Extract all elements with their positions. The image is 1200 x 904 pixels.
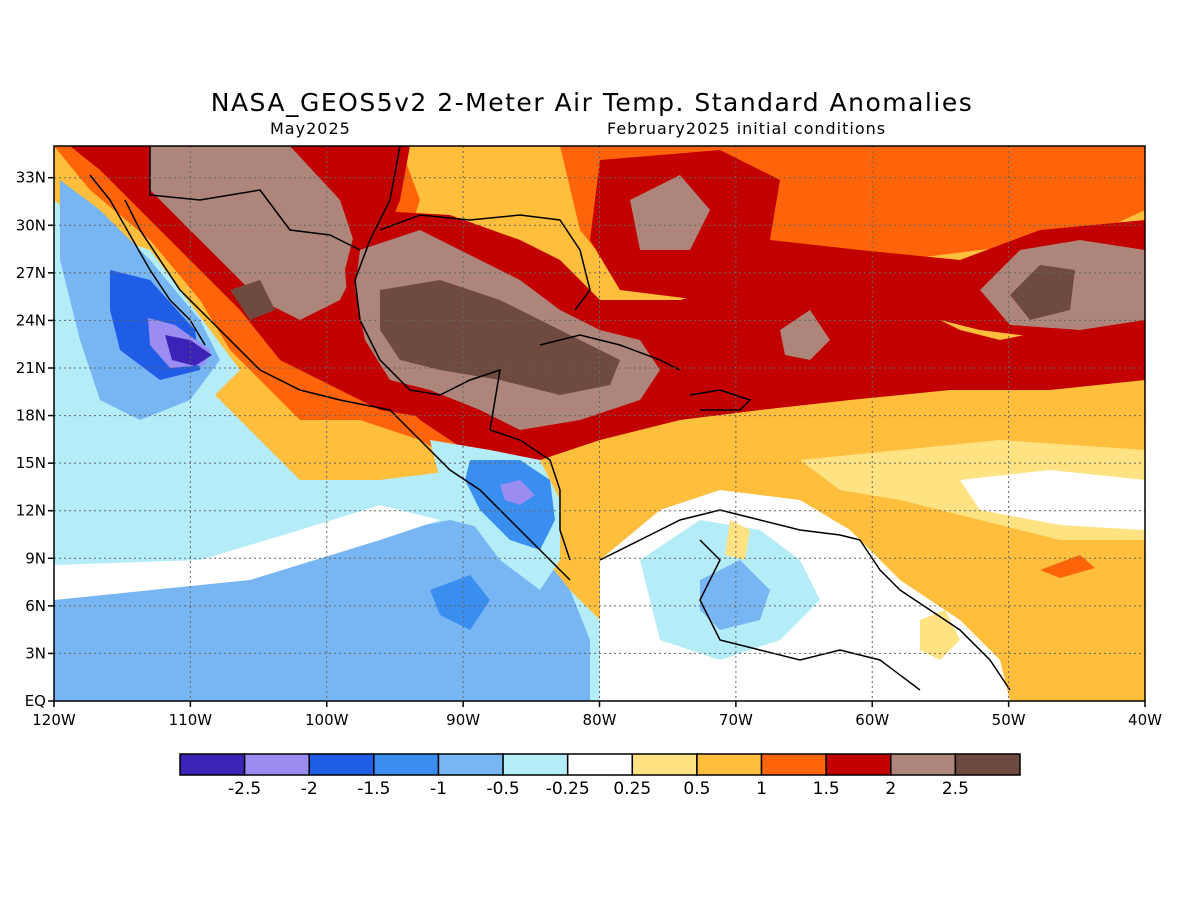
lon-tick-label: 90W xyxy=(446,711,480,729)
lat-tick-label: 18N xyxy=(16,407,46,425)
colorbar-label: 1 xyxy=(756,779,767,799)
lat-axis: EQ 3N 6N 9N 12N 15N 18N 21N 24N 27N 30N 33N xyxy=(16,169,54,710)
gridlines xyxy=(54,146,1145,701)
colorbar-label: 2 xyxy=(885,779,896,799)
field-purple-central-america xyxy=(500,480,535,505)
colorbar-swatch xyxy=(437,753,504,776)
coast-gulf xyxy=(354,146,501,431)
lat-tick-label: 15N xyxy=(16,454,46,472)
colorbar-swatch xyxy=(890,753,957,776)
colorbar-swatch xyxy=(760,753,827,776)
field-light-blue xyxy=(54,520,590,701)
field-white xyxy=(54,505,440,600)
field-dark-gulf xyxy=(380,280,620,395)
coast-central-america-caribbean xyxy=(489,429,571,561)
colorbar-label: -0.5 xyxy=(486,779,519,799)
colorbar-swatch xyxy=(373,753,440,776)
field-taupe-mexico xyxy=(150,146,360,320)
field-cold-baja-core xyxy=(165,335,212,366)
colorbar-swatch xyxy=(308,753,375,776)
colorbar-label: -1.5 xyxy=(357,779,390,799)
lat-tick-label: 21N xyxy=(16,359,46,377)
border-brazil xyxy=(759,649,921,691)
colorbar-label: -2.5 xyxy=(228,779,261,799)
coast-gulf-north xyxy=(379,214,591,311)
field-yellow-patch-1 xyxy=(725,520,750,560)
field-orange-spot xyxy=(1040,555,1095,578)
init-conditions: February2025 initial conditions xyxy=(607,119,886,138)
lat-tick-label: 27N xyxy=(16,264,46,282)
lon-tick-label: 50W xyxy=(992,711,1026,729)
colorbar-label: -0.25 xyxy=(546,779,590,799)
lon-axis: 120W 110W 100W 90W 80W 70W 60W 50W 40W xyxy=(32,701,1162,729)
lon-tick-label: 100W xyxy=(305,711,349,729)
colorbar-swatch xyxy=(179,753,246,776)
lon-tick-label: 40W xyxy=(1128,711,1162,729)
colorbar: -2.5 -2 -1.5 -1 -0.5 -0.25 0.25 0.5 1 1.5 2 2.5 xyxy=(179,753,1021,799)
border-colombia-venezuela xyxy=(699,539,761,651)
colorbar-swatch xyxy=(243,753,310,776)
coastlines xyxy=(89,146,1011,691)
colorbar-swatch xyxy=(696,753,763,776)
coast-hispaniola xyxy=(689,389,752,411)
field-dark-mexico xyxy=(230,280,275,320)
colorbar-swatch xyxy=(631,753,698,776)
field-blue-central-america xyxy=(465,460,555,550)
valid-month: May2025 xyxy=(270,119,351,138)
colorbar-label: -2 xyxy=(301,779,318,799)
lon-tick-label: 60W xyxy=(855,711,889,729)
chart-title: NASA_GEOS5v2 2-Meter Air Temp. Standard … xyxy=(211,88,973,117)
coast-baja-east xyxy=(124,199,201,311)
field-dark-atlantic xyxy=(1010,265,1075,320)
colorbar-label: 0.25 xyxy=(613,779,651,799)
colorbar-swatch xyxy=(566,753,634,776)
lat-tick-label: 30N xyxy=(16,216,46,234)
coast-mexico-pacific xyxy=(199,309,571,581)
field-blue-south-america xyxy=(700,560,770,630)
lat-tick-label: 9N xyxy=(25,549,46,567)
colorbar-label: 1.5 xyxy=(813,779,840,799)
lon-tick-label: 70W xyxy=(719,711,753,729)
lon-tick-label: 110W xyxy=(169,711,213,729)
field-taupe-atlantic-west xyxy=(630,175,710,250)
lat-tick-label: 3N xyxy=(25,644,46,662)
colorbar-swatch xyxy=(825,753,892,776)
colorbar-label: 2.5 xyxy=(942,779,969,799)
coast-south-america-north xyxy=(599,509,861,561)
border-us-mexico xyxy=(149,146,361,251)
colorbar-label: -1 xyxy=(430,779,447,799)
coast-cuba xyxy=(539,334,681,371)
field-blue-patch xyxy=(430,575,490,630)
coast-south-america-east xyxy=(859,539,1011,691)
colorbar-label: 0.5 xyxy=(683,779,710,799)
lat-tick-label: 6N xyxy=(25,597,46,615)
lat-tick-label: 12N xyxy=(16,502,46,520)
lat-tick-label: 33N xyxy=(16,169,46,187)
lat-tick-label: 24N xyxy=(16,311,46,329)
lat-tick-label: EQ xyxy=(25,692,46,710)
lon-tick-label: 120W xyxy=(32,711,76,729)
field-taupe-central xyxy=(780,310,830,360)
colorbar-swatch xyxy=(954,753,1021,776)
field-white-east xyxy=(960,470,1145,530)
colorbar-swatch xyxy=(502,753,569,776)
lon-tick-label: 80W xyxy=(583,711,617,729)
